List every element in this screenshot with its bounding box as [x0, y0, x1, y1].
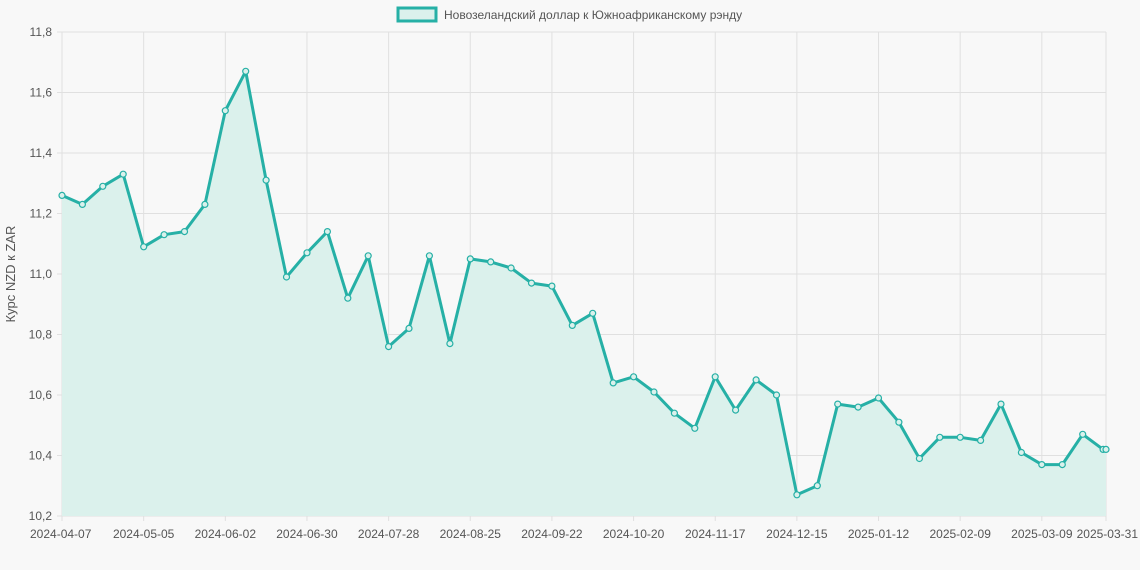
data-point[interactable] [527, 279, 536, 287]
data-point[interactable] [446, 340, 454, 348]
legend-swatch[interactable] [396, 6, 438, 23]
data-point[interactable] [119, 170, 127, 178]
y-tick-label: 11,6 [30, 86, 53, 100]
data-point[interactable] [221, 107, 229, 115]
data-point[interactable] [691, 424, 699, 432]
data-point[interactable] [201, 200, 209, 208]
data-point[interactable] [629, 373, 638, 381]
data-point[interactable] [99, 182, 107, 190]
legend[interactable]: Новозеландский доллар к Южноафриканскому… [396, 6, 742, 23]
y-tick-label: 10,6 [29, 388, 53, 402]
data-point[interactable] [364, 252, 372, 260]
data-point[interactable] [568, 321, 576, 329]
y-tick-label: 10,2 [29, 509, 53, 523]
data-point[interactable] [405, 324, 413, 332]
y-axis-title: Курс NZD к ZAR [3, 226, 18, 323]
data-point[interactable] [323, 228, 331, 236]
data-point[interactable] [895, 418, 903, 426]
data-point[interactable] [466, 255, 474, 263]
data-point[interactable] [1079, 430, 1087, 438]
data-point[interactable] [58, 191, 66, 199]
data-point[interactable] [282, 273, 291, 281]
area-layer [62, 71, 1106, 517]
data-point[interactable] [344, 294, 352, 302]
x-tick-label: 2025-02-09 [929, 527, 991, 541]
x-tick-label: 2024-10-20 [603, 527, 665, 541]
data-point[interactable] [385, 343, 393, 351]
data-point[interactable] [711, 373, 719, 381]
data-point[interactable] [976, 436, 985, 444]
data-point[interactable] [548, 282, 556, 290]
data-point[interactable] [1017, 448, 1026, 457]
data-point[interactable] [180, 228, 189, 236]
data-point[interactable] [915, 454, 924, 463]
x-axis-tick-labels: 2024-04-07 2024-05-05 2024-06-02 2024-06-30… [30, 527, 1138, 541]
data-point[interactable] [589, 309, 597, 317]
x-tick-label: 2025-01-12 [848, 527, 910, 541]
x-tick-label: 2024-11-17 [685, 527, 746, 541]
data-point[interactable] [670, 409, 679, 417]
y-tick-label: 11,4 [30, 146, 53, 160]
y-tick-label: 11,0 [30, 267, 53, 281]
x-tick-label: 2024-04-07 [30, 527, 92, 541]
data-point[interactable] [650, 388, 658, 396]
x-tick-label: 2025-03-09 [1011, 527, 1073, 541]
data-point[interactable] [507, 264, 515, 272]
data-point[interactable] [242, 67, 250, 75]
series-area [62, 71, 1106, 517]
data-point[interactable] [793, 491, 801, 499]
data-point[interactable] [956, 433, 964, 441]
x-tick-label: 2024-06-30 [276, 527, 338, 541]
points-layer [58, 67, 1110, 499]
x-tick-label: 2024-06-02 [195, 527, 257, 541]
data-point[interactable] [834, 400, 842, 408]
y-tick-label: 10,4 [29, 449, 53, 463]
data-point[interactable] [140, 243, 148, 251]
data-point[interactable] [936, 433, 944, 441]
x-tick-label: 2025-03-31 [1077, 527, 1139, 541]
data-point[interactable] [813, 482, 821, 490]
y-axis-tick-labels: 10,2 10,4 10,6 10,8 11,0 11,2 11,4 11,6 11,8 [29, 25, 53, 523]
y-tick-label: 11,8 [30, 25, 53, 39]
data-point[interactable] [425, 252, 433, 260]
x-tick-label: 2024-12-15 [766, 527, 828, 541]
data-point[interactable] [1102, 445, 1110, 453]
x-tick-label: 2024-08-25 [440, 527, 502, 541]
data-point[interactable] [752, 376, 760, 384]
data-point[interactable] [262, 176, 270, 184]
data-point[interactable] [160, 231, 168, 239]
data-point[interactable] [772, 391, 781, 399]
data-point[interactable] [487, 258, 495, 266]
data-point[interactable] [874, 394, 883, 402]
y-tick-label: 10,8 [29, 328, 53, 342]
x-tick-label: 2024-07-28 [358, 527, 420, 541]
data-point[interactable] [854, 403, 862, 411]
x-tick-label: 2024-09-22 [521, 527, 583, 541]
data-point[interactable] [1058, 461, 1066, 469]
data-point[interactable] [1038, 461, 1046, 469]
data-point[interactable] [997, 400, 1005, 408]
data-point[interactable] [731, 406, 740, 414]
legend-label[interactable]: Новозеландский доллар к Южноафриканскому… [444, 8, 742, 22]
x-tick-label: 2024-05-05 [113, 527, 175, 541]
data-point[interactable] [303, 249, 311, 257]
data-point[interactable] [609, 379, 617, 387]
data-point[interactable] [78, 200, 87, 208]
y-tick-label: 11,2 [30, 207, 53, 221]
